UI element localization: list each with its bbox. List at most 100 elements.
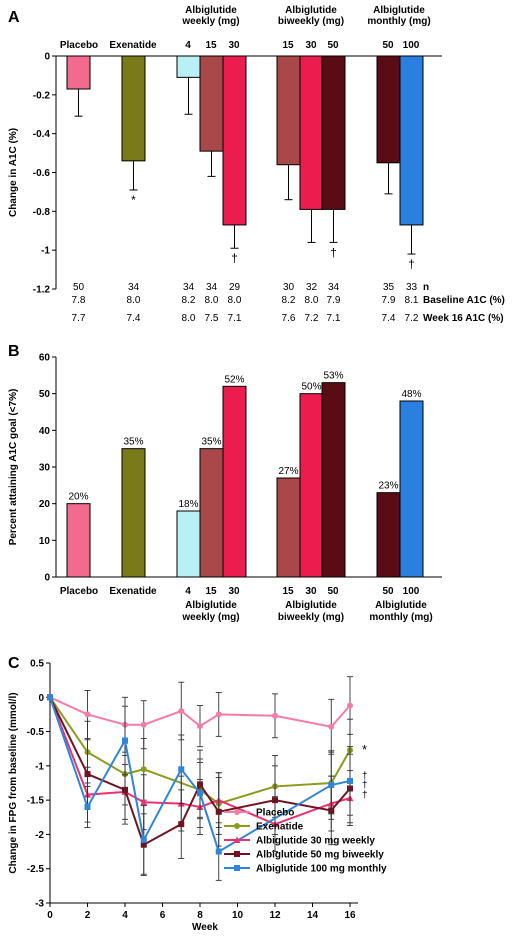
a-baseline-value: 8.0: [228, 295, 242, 306]
b-group-label-weekly-line2: weekly (mg): [181, 612, 239, 623]
b-y-tick-label: 50: [39, 389, 51, 400]
b-data-label: 50%: [301, 382, 321, 393]
b-dose-label: 50: [327, 586, 339, 597]
a-week16-value: 8.0: [182, 313, 196, 324]
c-point-alb100: [215, 848, 222, 855]
c-point-alb30: [140, 798, 148, 806]
c-y-tick-label: -1: [35, 761, 44, 772]
b-dose-label: 30: [305, 586, 317, 597]
c-point-placebo: [84, 711, 91, 718]
c-legend-marker: [234, 865, 240, 871]
b-dose-label: 15: [282, 586, 294, 597]
c-legend-label: Exenatide: [256, 822, 304, 833]
b-bar: [376, 492, 401, 578]
b-data-label: 35%: [123, 437, 143, 448]
a-dose-label: 30: [228, 40, 240, 51]
c-point-alb100: [140, 836, 147, 843]
b-bar: [199, 448, 224, 578]
c-point-alb50: [215, 808, 222, 815]
a-n-value: 32: [306, 282, 318, 293]
b-bar: [321, 382, 346, 578]
c-y-tick-label: -2: [35, 830, 44, 841]
a-n-value: 33: [406, 282, 418, 293]
b-bar: [299, 393, 324, 578]
c-x-tick-label: 2: [85, 910, 91, 921]
c-legend-label: Placebo: [256, 808, 294, 819]
b-dose-label: 30: [228, 586, 240, 597]
c-x-tick-label: 12: [269, 910, 281, 921]
a-y-tick-label: -0.4: [33, 129, 51, 140]
c-x-axis-label: Week: [192, 922, 218, 933]
c-point-alb100: [347, 777, 353, 784]
a-n-value: 30: [283, 282, 295, 293]
a-baseline-value: 7.9: [327, 295, 341, 306]
a-y-tick-label: -0.6: [33, 168, 51, 179]
b-group-label-biweekly-line1: Albiglutide: [285, 600, 337, 611]
c-y-tick-label: 0.5: [30, 659, 44, 670]
c-legend-marker: [234, 809, 240, 815]
b-data-label: 35%: [201, 437, 221, 448]
a-week16-value: 7.4: [127, 313, 141, 324]
a-n-value: 34: [183, 282, 195, 293]
panel-letter-c: C: [8, 655, 20, 672]
a-significance-mark: *: [131, 193, 136, 207]
a-week16-value: 7.4: [382, 313, 396, 324]
a-dose-label: 50: [327, 40, 339, 51]
c-y-tick-label: -1.5: [27, 796, 45, 807]
b-y-tick-label: 60: [39, 353, 51, 364]
c-legend-marker: [233, 836, 241, 843]
b-y-tick-label: 0: [44, 573, 50, 584]
b-group-label-exenatide: Exenatide: [109, 586, 157, 597]
c-point-exenatide: [140, 766, 147, 773]
a-group-header-weekly-line1: Albiglutide: [185, 5, 237, 16]
a-week16-value: 7.6: [282, 313, 296, 324]
a-week16-value: 7.1: [327, 313, 341, 324]
b-data-label: 48%: [401, 389, 421, 400]
c-point-alb100: [122, 737, 128, 744]
a-n-value: 35: [383, 282, 395, 293]
c-legend-marker: [234, 823, 240, 829]
b-data-label: 27%: [278, 466, 298, 477]
a-y-tick-label: -1: [41, 246, 50, 257]
b-group-label-monthly-line2: monthly (mg): [369, 612, 432, 623]
c-x-tick-label: 10: [232, 910, 244, 921]
a-week16-value: 7.5: [205, 313, 219, 324]
a-bar: [199, 55, 224, 152]
a-y-tick-label: -0.8: [33, 207, 51, 218]
c-y-tick-label: -0.5: [27, 727, 45, 738]
a-baseline-value: 8.2: [182, 295, 196, 306]
c-end-mark: †: [362, 790, 368, 801]
a-bar: [376, 55, 401, 164]
a-baseline-value: 8.0: [127, 295, 141, 306]
c-x-tick-label: 14: [307, 910, 319, 921]
a-dose-label: 50: [382, 40, 394, 51]
c-end-mark: †: [362, 780, 368, 791]
a-dose-label: 15: [205, 40, 217, 51]
c-x-tick-label: 6: [160, 910, 166, 921]
c-point-placebo: [197, 723, 203, 730]
c-x-tick-label: 0: [47, 910, 53, 921]
c-end-mark: *: [362, 742, 367, 757]
c-x-tick-label: 8: [197, 910, 203, 921]
b-y-tick-label: 20: [39, 499, 51, 510]
c-point-alb100: [328, 782, 335, 789]
a-bar: [276, 55, 301, 166]
a-bar: [176, 55, 201, 78]
a-baseline-value: 7.9: [382, 295, 396, 306]
a-week16-value: 7.2: [405, 313, 419, 324]
c-point-placebo: [215, 711, 222, 718]
c-legend-label: Albiglutide 50 mg biweekly: [256, 850, 384, 861]
b-group-label-biweekly-line2: biweekly (mg): [278, 612, 344, 623]
b-group-label-placebo: Placebo: [60, 586, 98, 597]
a-y-axis-label: Change in A1C (%): [8, 128, 19, 217]
a-row-label-week16: Week 16 A1C (%): [423, 313, 504, 324]
b-bar: [222, 385, 247, 578]
a-baseline-value: 8.0: [305, 295, 319, 306]
b-group-label-monthly-line1: Albiglutide: [375, 600, 427, 611]
b-y-tick-label: 40: [39, 426, 51, 437]
a-y-tick-label: -1.2: [33, 285, 51, 296]
c-point-alb100: [47, 694, 53, 701]
c-point-alb50: [122, 786, 128, 793]
a-row-label-baseline: Baseline A1C (%): [423, 295, 505, 306]
